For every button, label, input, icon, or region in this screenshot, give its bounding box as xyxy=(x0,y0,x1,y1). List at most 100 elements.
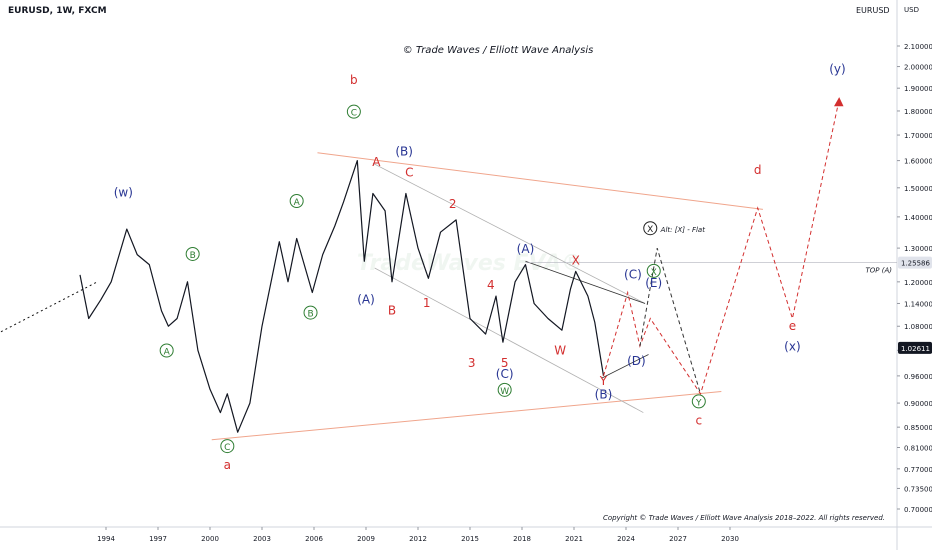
wave-label: Y xyxy=(599,374,608,388)
y-tick-label: 1.80000 xyxy=(904,108,932,116)
y-tick-label: 0.77000 xyxy=(904,466,932,474)
x-tick-label: 2030 xyxy=(721,535,739,543)
top-a-label: TOP (A) xyxy=(866,267,893,275)
top-price-box: 1.25586 xyxy=(901,260,930,268)
wave-label-circle xyxy=(185,246,200,261)
wave-label-circle xyxy=(497,382,512,397)
x-tick-label: 2003 xyxy=(253,535,271,543)
y-tick-label: 0.81000 xyxy=(904,444,932,452)
wave-label: B xyxy=(190,251,196,261)
projection-arrowhead xyxy=(834,97,844,107)
upper-trendline xyxy=(317,152,763,210)
wave-label: 5 xyxy=(501,356,509,370)
channel-lower-line xyxy=(374,267,644,413)
wave-label: (y) xyxy=(829,62,845,76)
wave-label: (w) xyxy=(114,185,133,199)
currency-label: USD xyxy=(904,6,919,14)
wave-label: (C) xyxy=(496,367,514,381)
projection-alt xyxy=(639,247,701,394)
y-tick-label: 1.90000 xyxy=(904,85,932,93)
triangle-top-line xyxy=(525,260,646,304)
wave-label: 2 xyxy=(449,197,457,211)
projection-primary xyxy=(603,99,840,395)
y-tick-label: 1.70000 xyxy=(904,132,932,140)
wave-label: (A) xyxy=(517,242,535,256)
y-tick-label: 0.85000 xyxy=(904,424,932,432)
y-tick-label: 1.40000 xyxy=(904,214,932,222)
wave-label: b xyxy=(350,73,358,87)
wave-label: W xyxy=(554,343,566,357)
y-tick-label: 1.50000 xyxy=(904,185,932,193)
lower-trendline xyxy=(211,391,722,441)
wave-label: A xyxy=(164,347,171,357)
x-tick-label: 2000 xyxy=(201,535,219,543)
wave-label: X xyxy=(651,268,657,278)
wave-label: C xyxy=(224,443,230,453)
wave-label-circle xyxy=(303,305,318,320)
wave-label: (A) xyxy=(357,292,375,306)
wave-label: 1 xyxy=(423,296,431,310)
y-tick-label: 2.10000 xyxy=(904,43,932,51)
x-tick-label: 2015 xyxy=(461,535,479,543)
wave-label: 4 xyxy=(487,278,495,292)
y-tick-label: 1.08000 xyxy=(904,323,932,331)
wave-label: (D) xyxy=(627,354,646,368)
x-tick-label: 2009 xyxy=(357,535,375,543)
y-tick-label: 1.30000 xyxy=(904,245,932,253)
x-tick-label: 1997 xyxy=(149,535,167,543)
chart-title: © Trade Waves / Elliott Wave Analysis xyxy=(403,45,594,56)
y-tick-label: 1.20000 xyxy=(904,279,932,287)
wave-label: W xyxy=(500,387,509,397)
wave-label: 3 xyxy=(468,356,476,370)
copyright-note: Copyright © Trade Waves / Elliott Wave A… xyxy=(603,514,885,522)
y-tick-label: 0.70000 xyxy=(904,506,932,514)
wave-label: e xyxy=(789,319,796,333)
wave-label: A xyxy=(294,198,301,208)
wave-label-circle xyxy=(643,221,658,236)
wave-label-circle xyxy=(220,439,235,454)
y-tick-label: 0.96000 xyxy=(904,373,932,381)
y-tick-label: 1.14000 xyxy=(904,300,932,308)
last-price-box-bg xyxy=(898,341,932,354)
x-tick-label: 2012 xyxy=(409,535,427,543)
wave-label: a xyxy=(224,458,231,472)
wave-label: (B) xyxy=(395,144,413,158)
symbol-label[interactable]: EURUSD, 1W, FXCM xyxy=(8,6,107,16)
history-dotted-line xyxy=(0,281,98,333)
wave-label-circle xyxy=(289,194,304,209)
wave-label-circle xyxy=(346,104,361,119)
wave-label-circle xyxy=(691,394,706,409)
wave-label: d xyxy=(754,163,762,177)
x-tick-label: 2018 xyxy=(513,535,531,543)
x-tick-label: 2021 xyxy=(565,535,583,543)
wave-label: X xyxy=(647,225,653,235)
y-tick-label: 0.73500 xyxy=(904,485,932,493)
x-tick-label: 2027 xyxy=(669,535,687,543)
x-tick-label: 1994 xyxy=(97,535,115,543)
y-tick-label: 1.60000 xyxy=(904,158,932,166)
x-tick-label: 2024 xyxy=(617,535,635,543)
wave-label: B xyxy=(307,310,313,320)
last-price-box: 1.02611 xyxy=(901,345,930,353)
wave-label: Y xyxy=(695,398,702,408)
wave-label: (B) xyxy=(595,387,613,401)
wave-label: A xyxy=(372,155,381,169)
wave-label: C xyxy=(351,109,357,119)
top-price-box-bg xyxy=(898,256,932,269)
x-tick-label: 2006 xyxy=(305,535,323,543)
triangle-bottom-line xyxy=(601,354,649,379)
wave-label-circle xyxy=(646,263,661,278)
wave-label-circle xyxy=(159,343,174,358)
wave-label: c xyxy=(695,414,702,428)
right-symbol-label: EURUSD xyxy=(856,6,890,15)
wave-label: X xyxy=(572,254,580,268)
alt-flat-note: Alt: [X] - Flat xyxy=(660,226,706,234)
y-tick-label: 0.90000 xyxy=(904,400,932,408)
wave-label: (E) xyxy=(645,276,662,290)
wave-label: C xyxy=(405,166,413,180)
wave-label: B xyxy=(388,304,396,318)
wave-label: (C) xyxy=(624,267,642,281)
wave-label: (x) xyxy=(784,339,800,353)
price-series xyxy=(79,160,605,433)
